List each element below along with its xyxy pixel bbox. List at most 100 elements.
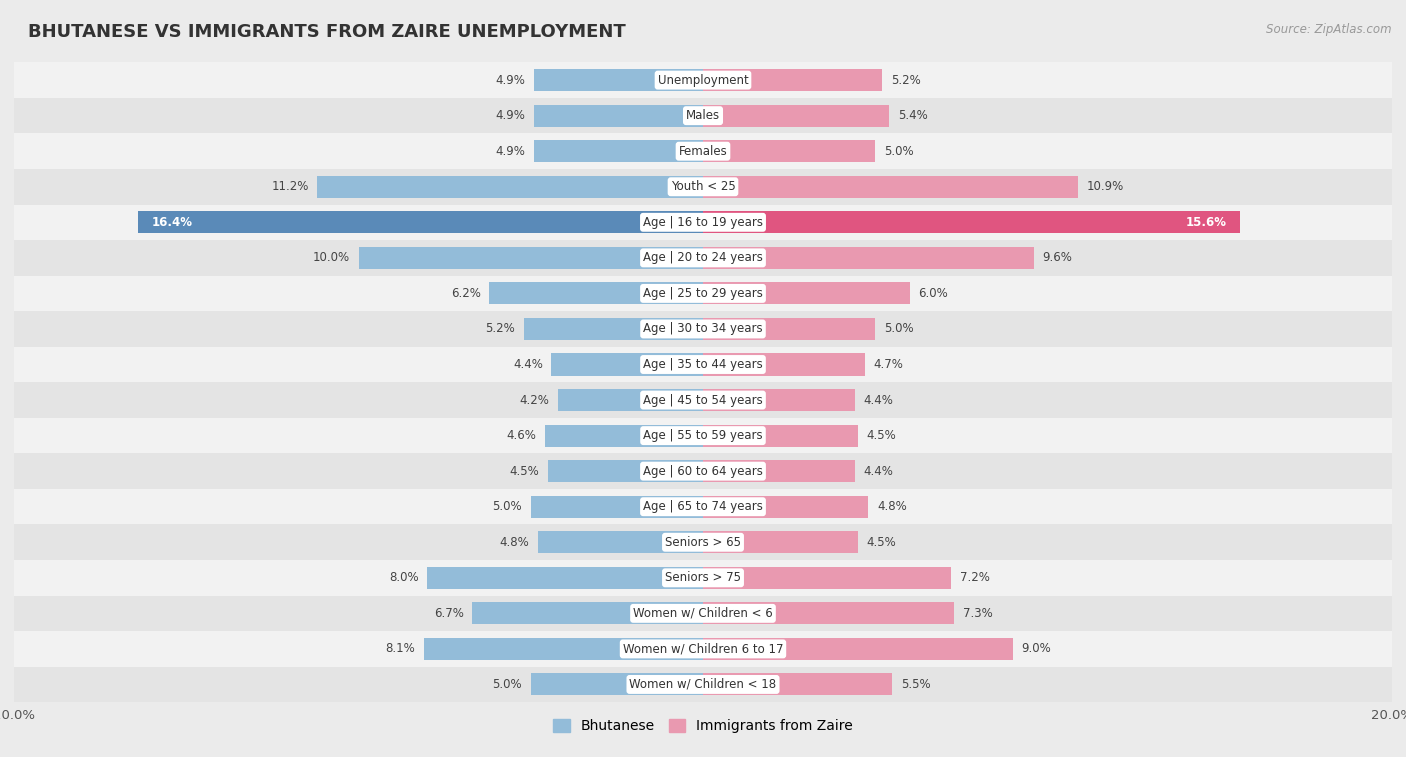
Bar (14, 204, 1392, 240)
Bar (14, 418, 1392, 453)
Bar (703, 104, 889, 126)
Text: Age | 45 to 54 years: Age | 45 to 54 years (643, 394, 763, 407)
Bar (551, 354, 703, 375)
Bar (489, 282, 703, 304)
Text: 5.2%: 5.2% (891, 73, 921, 86)
Bar (534, 104, 703, 126)
Bar (14, 347, 1392, 382)
Bar (138, 211, 703, 233)
Text: 4.7%: 4.7% (873, 358, 904, 371)
Bar (703, 389, 855, 411)
Text: 4.8%: 4.8% (877, 500, 907, 513)
Text: 8.0%: 8.0% (389, 572, 419, 584)
Text: 5.5%: 5.5% (901, 678, 931, 691)
Text: 4.9%: 4.9% (496, 109, 526, 122)
Text: 4.5%: 4.5% (866, 536, 897, 549)
Text: BHUTANESE VS IMMIGRANTS FROM ZAIRE UNEMPLOYMENT: BHUTANESE VS IMMIGRANTS FROM ZAIRE UNEMP… (28, 23, 626, 41)
Text: 5.0%: 5.0% (492, 678, 522, 691)
Bar (703, 69, 882, 91)
Text: 11.2%: 11.2% (271, 180, 308, 193)
Bar (14, 276, 1392, 311)
Text: 5.4%: 5.4% (897, 109, 928, 122)
Text: Women w/ Children 6 to 17: Women w/ Children 6 to 17 (623, 643, 783, 656)
Text: 6.2%: 6.2% (451, 287, 481, 300)
Bar (14, 560, 1392, 596)
Text: Age | 55 to 59 years: Age | 55 to 59 years (643, 429, 763, 442)
Text: Source: ZipAtlas.com: Source: ZipAtlas.com (1267, 23, 1392, 36)
Text: 16.4%: 16.4% (152, 216, 193, 229)
Bar (703, 638, 1012, 660)
Bar (14, 382, 1392, 418)
Bar (703, 211, 1240, 233)
Text: 9.6%: 9.6% (1042, 251, 1073, 264)
Text: 10.0%: 10.0% (312, 251, 350, 264)
Bar (534, 140, 703, 162)
Bar (703, 247, 1033, 269)
Text: 6.0%: 6.0% (918, 287, 948, 300)
Text: 4.2%: 4.2% (520, 394, 550, 407)
Bar (359, 247, 703, 269)
Text: 4.5%: 4.5% (866, 429, 897, 442)
Bar (703, 425, 858, 447)
Bar (14, 525, 1392, 560)
Text: Youth < 25: Youth < 25 (671, 180, 735, 193)
Text: 4.5%: 4.5% (509, 465, 540, 478)
Bar (14, 453, 1392, 489)
Text: 15.6%: 15.6% (1185, 216, 1226, 229)
Text: Age | 60 to 64 years: Age | 60 to 64 years (643, 465, 763, 478)
Text: 4.4%: 4.4% (863, 394, 893, 407)
Text: 10.9%: 10.9% (1087, 180, 1125, 193)
Bar (427, 567, 703, 589)
Bar (558, 389, 703, 411)
Bar (531, 674, 703, 696)
Text: 4.8%: 4.8% (499, 536, 529, 549)
Text: Age | 35 to 44 years: Age | 35 to 44 years (643, 358, 763, 371)
Bar (703, 460, 855, 482)
Text: 7.3%: 7.3% (963, 607, 993, 620)
Text: 9.0%: 9.0% (1022, 643, 1052, 656)
Bar (14, 311, 1392, 347)
Text: 5.2%: 5.2% (485, 322, 515, 335)
Text: 5.0%: 5.0% (884, 322, 914, 335)
Bar (703, 354, 865, 375)
Text: 4.9%: 4.9% (496, 73, 526, 86)
Bar (14, 133, 1392, 169)
Text: Age | 65 to 74 years: Age | 65 to 74 years (643, 500, 763, 513)
Bar (14, 62, 1392, 98)
Text: Seniors > 75: Seniors > 75 (665, 572, 741, 584)
Bar (703, 674, 893, 696)
Text: 4.6%: 4.6% (506, 429, 536, 442)
Bar (548, 460, 703, 482)
Bar (703, 603, 955, 625)
Bar (703, 140, 875, 162)
Bar (703, 567, 950, 589)
Text: Males: Males (686, 109, 720, 122)
Bar (14, 596, 1392, 631)
Text: 4.4%: 4.4% (513, 358, 543, 371)
Bar (531, 496, 703, 518)
Bar (14, 169, 1392, 204)
Bar (14, 489, 1392, 525)
Text: 4.9%: 4.9% (496, 145, 526, 157)
Bar (14, 667, 1392, 702)
Text: 4.4%: 4.4% (863, 465, 893, 478)
Bar (703, 496, 869, 518)
Text: Unemployment: Unemployment (658, 73, 748, 86)
Bar (14, 98, 1392, 133)
Bar (472, 603, 703, 625)
Text: Women w/ Children < 18: Women w/ Children < 18 (630, 678, 776, 691)
Bar (703, 531, 858, 553)
Legend: Bhutanese, Immigrants from Zaire: Bhutanese, Immigrants from Zaire (547, 714, 859, 739)
Text: Age | 30 to 34 years: Age | 30 to 34 years (643, 322, 763, 335)
Text: 6.7%: 6.7% (433, 607, 464, 620)
Bar (703, 282, 910, 304)
Text: Age | 25 to 29 years: Age | 25 to 29 years (643, 287, 763, 300)
Text: 5.0%: 5.0% (492, 500, 522, 513)
Bar (524, 318, 703, 340)
Bar (534, 69, 703, 91)
Text: Females: Females (679, 145, 727, 157)
Text: Women w/ Children < 6: Women w/ Children < 6 (633, 607, 773, 620)
Bar (537, 531, 703, 553)
Bar (14, 240, 1392, 276)
Bar (425, 638, 703, 660)
